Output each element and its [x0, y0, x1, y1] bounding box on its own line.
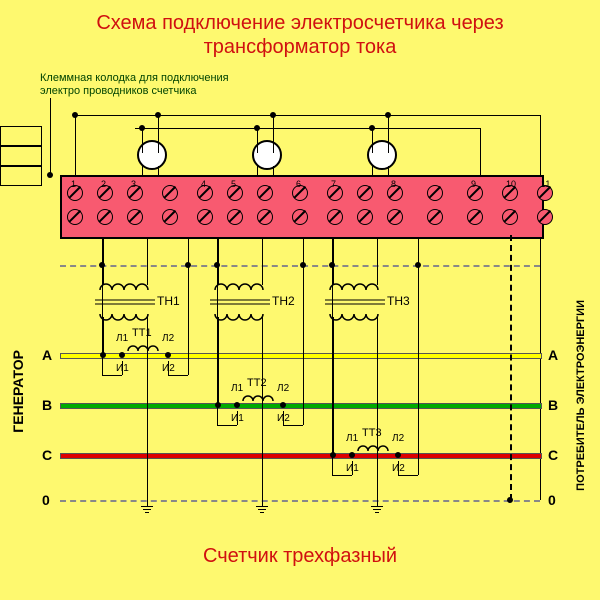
phase-line-C — [60, 453, 542, 459]
annotation-line-2: электро проводников счетчика — [40, 85, 197, 98]
terminal-num-8: 8 — [391, 179, 396, 189]
phase-label-left-C: C — [42, 447, 52, 463]
phase-line-A — [60, 353, 542, 359]
terminal-num-10: 10 — [506, 179, 516, 189]
ct-label-2: ТТ2 — [247, 377, 267, 389]
neutral-line — [60, 500, 540, 502]
phase-line-B — [60, 403, 542, 409]
terminal-num-3: 3 — [131, 179, 136, 189]
consumer-label: ПОТРЕБИТЕЛЬ ЭЛЕКТРОЭНЕРГИИ — [575, 300, 587, 491]
neutral-drop — [510, 235, 512, 500]
bottom-title: Счетчик трехфазный — [0, 545, 600, 568]
phase-label-right-C: C — [548, 447, 558, 463]
vt-label-3: ТН3 — [387, 294, 410, 308]
terminal-num-6: 6 — [296, 179, 301, 189]
terminal-num-7: 7 — [331, 179, 336, 189]
terminal-num-9: 9 — [471, 179, 476, 189]
phase-label-right-A: A — [548, 347, 558, 363]
vt-label-1: ТН1 — [157, 294, 180, 308]
vt-label-2: ТН2 — [272, 294, 295, 308]
current-transformer-2 — [0, 146, 42, 166]
main-title-2: трансформатор тока — [0, 36, 600, 59]
main-title-1: Схема подключение электросчетчика через — [0, 12, 600, 35]
phase-label-left-B: B — [42, 397, 52, 413]
ct-label-1: ТТ1 — [132, 327, 152, 339]
terminal-num-4: 4 — [201, 179, 206, 189]
neutral-label-left: 0 — [42, 492, 50, 508]
ct-label-3: ТТ3 — [362, 427, 382, 439]
current-transformer-1 — [0, 126, 42, 146]
terminal-num-2: 2 — [101, 179, 106, 189]
current-transformer-3 — [0, 166, 42, 186]
phase-label-left-A: A — [42, 347, 52, 363]
neutral-label-right: 0 — [548, 492, 556, 508]
diagram-canvas: Схема подключение электросчетчика черезт… — [0, 0, 600, 600]
phase-label-right-B: B — [548, 397, 558, 413]
generator-label: ГЕНЕРАТОР — [10, 350, 26, 433]
terminal-num-5: 5 — [231, 179, 236, 189]
terminal-num-11: 11 — [541, 179, 550, 189]
terminal-num-1: 1 — [71, 179, 76, 189]
annotation-line-1: Клеммная колодка для подключения — [40, 72, 229, 85]
